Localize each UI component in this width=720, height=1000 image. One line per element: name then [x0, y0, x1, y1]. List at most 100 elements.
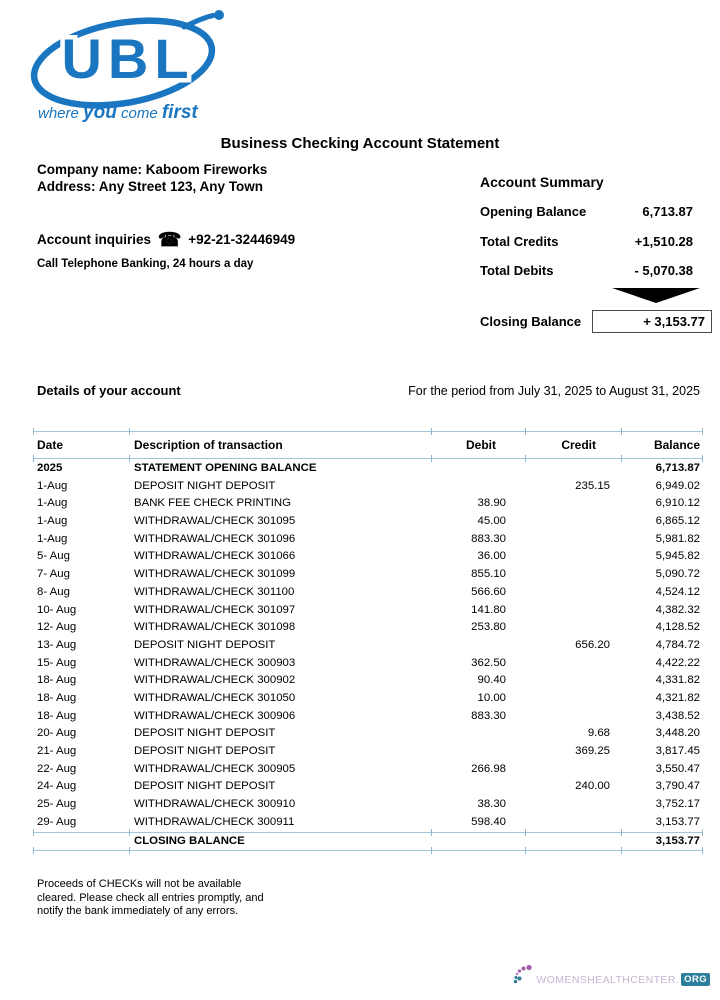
cell-date: 25- Aug: [37, 798, 77, 811]
table-row: 1-Aug DEPOSIT NIGHT DEPOSIT 235.15 6,949.02: [33, 478, 703, 496]
cell-credit: 656.20: [575, 638, 610, 651]
cell-description: WITHDRAWAL/CHECK 300902: [134, 674, 296, 687]
cell-balance: 4,128.52: [655, 621, 700, 634]
cell-credit: [524, 690, 622, 708]
cell-debit: [431, 725, 524, 743]
cell-date: 18- Aug: [37, 674, 77, 687]
logo-text: UBL: [61, 27, 194, 90]
cell-description: CLOSING BALANCE: [134, 835, 245, 847]
closing-balance-value-box: + 3,153.77: [592, 310, 712, 333]
proceeds-note: Proceeds of CHECKs will not be available…: [37, 878, 264, 919]
table-header-row: Date Description of transaction Debit Cr…: [33, 432, 703, 458]
cell-description: WITHDRAWAL/CHECK 300911: [134, 815, 295, 828]
cell-balance: 5,981.82: [655, 532, 700, 545]
cell-debit: 883.30: [471, 532, 506, 545]
cell-date: 29- Aug: [37, 815, 77, 828]
cell-debit: [431, 637, 524, 655]
cell-balance: 4,382.32: [655, 603, 700, 616]
watermark-name: WOMENSHEALTHCENTER.: [536, 974, 680, 986]
table-row: 24- Aug DEPOSIT NIGHT DEPOSIT 240.00 3,790.…: [33, 778, 703, 796]
cell-description: WITHDRAWAL/CHECK 301096: [134, 532, 296, 545]
summary-label: Total Debits: [480, 263, 554, 278]
table-row: 1-Aug WITHDRAWAL/CHECK 301095 45.00 6,865.1…: [33, 513, 703, 531]
table-row: 29- Aug WITHDRAWAL/CHECK 300911 598.40 3,15…: [33, 814, 703, 832]
cell-balance: 6,865.12: [655, 515, 700, 528]
phone-icon: ☎: [157, 230, 182, 251]
cell-debit: [431, 833, 524, 850]
cell-balance: 4,331.82: [655, 674, 700, 687]
cell-balance: 3,153.77: [655, 815, 700, 828]
cell-description: DEPOSIT NIGHT DEPOSIT: [134, 638, 276, 651]
cell-date: 18- Aug: [37, 709, 77, 722]
summary-row-opening: Opening Balance 6,713.87: [480, 204, 693, 219]
cell-credit: [524, 495, 622, 513]
closing-row-bottom-rule: [33, 847, 703, 854]
cell-description: BANK FEE CHECK PRINTING: [134, 497, 291, 510]
account-inquiries-line: Account inquiries ☎ +92-21-32446949: [37, 229, 295, 252]
cell-description: DEPOSIT NIGHT DEPOSIT: [134, 727, 276, 740]
tagline-you: you: [83, 102, 117, 123]
cell-balance: 3,153.77: [655, 835, 700, 847]
cell-debit: [431, 778, 524, 796]
header-balance: Balance: [653, 438, 700, 452]
tagline-first: first: [161, 102, 198, 123]
page-title: Business Checking Account Statement: [220, 135, 500, 152]
details-heading: Details of your account: [37, 383, 181, 398]
cell-credit: 369.25: [575, 745, 610, 757]
cell-credit: [524, 566, 622, 584]
table-row: 13- Aug DEPOSIT NIGHT DEPOSIT 656.20 4,784.…: [33, 637, 703, 655]
cell-credit: [524, 814, 622, 832]
cell-balance: 3,438.52: [655, 709, 700, 722]
table-row: 5- Aug WITHDRAWAL/CHECK 301066 36.00 5,945.…: [33, 548, 703, 566]
cell-credit: [524, 761, 622, 779]
cell-credit: 235.15: [575, 479, 610, 492]
cell-debit: 38.30: [477, 798, 506, 811]
cell-credit: 9.68: [587, 727, 610, 740]
company-address-line: Address: Any Street 123, Any Town: [37, 179, 264, 194]
cell-description: DEPOSIT NIGHT DEPOSIT: [134, 745, 276, 757]
cell-balance: 4,321.82: [655, 691, 700, 704]
cell-credit: [524, 833, 622, 850]
cell-description: DEPOSIT NIGHT DEPOSIT: [134, 780, 276, 793]
logo-tagline: where you come first: [38, 102, 198, 124]
cell-credit: [524, 796, 622, 814]
account-summary-title: Account Summary: [480, 174, 604, 190]
cell-description: WITHDRAWAL/CHECK 301097: [134, 603, 296, 616]
cell-debit: 362.50: [471, 656, 506, 669]
cell-credit: [524, 602, 622, 620]
cell-description: WITHDRAWAL/CHECK 301100: [134, 585, 295, 598]
cell-debit: 855.10: [471, 568, 506, 581]
cell-credit: [524, 548, 622, 566]
table-row: 1-Aug WITHDRAWAL/CHECK 301096 883.30 5,981.…: [33, 531, 703, 549]
account-inquiries-label: Account inquiries: [37, 232, 152, 247]
cell-date: 5- Aug: [37, 550, 70, 563]
cell-date: 1-Aug: [37, 479, 68, 492]
cell-credit: 240.00: [575, 780, 610, 793]
table-body: 2025 STATEMENT OPENING BALANCE 6,713.87 1-A…: [33, 460, 703, 831]
cell-credit: [524, 672, 622, 690]
cell-balance: 4,422.22: [655, 656, 700, 669]
logo-dot: [214, 10, 224, 20]
cell-date: 8- Aug: [37, 585, 70, 598]
cell-description: WITHDRAWAL/CHECK 301050: [134, 691, 296, 704]
proceeds-note-line: Proceeds of CHECKs will not be available: [37, 878, 242, 890]
cell-credit: [524, 708, 622, 726]
table-row: 12- Aug WITHDRAWAL/CHECK 301098 253.80 4,12…: [33, 619, 703, 637]
table-row: 18- Aug WITHDRAWAL/CHECK 301050 10.00 4,321…: [33, 690, 703, 708]
tagline-come: come: [120, 105, 158, 122]
ubl-logo: UBL: [30, 10, 224, 109]
cell-debit: 566.60: [471, 585, 506, 598]
cell-debit: [431, 743, 524, 761]
table-row: 8- Aug WITHDRAWAL/CHECK 301100 566.60 4,524…: [33, 584, 703, 602]
cell-description: WITHDRAWAL/CHECK 301095: [134, 515, 296, 528]
cell-debit: 90.40: [477, 674, 506, 687]
summary-value: - 5,070.38: [634, 263, 693, 278]
summary-label: Opening Balance: [480, 204, 587, 219]
cell-description: WITHDRAWAL/CHECK 301066: [134, 550, 296, 563]
closing-balance-row: CLOSING BALANCE 3,153.77: [33, 833, 703, 850]
summary-value: 6,713.87: [642, 204, 693, 219]
summary-label: Total Credits: [480, 234, 559, 249]
cell-debit: 266.98: [471, 762, 506, 775]
closing-row-top-rule: [33, 829, 703, 836]
